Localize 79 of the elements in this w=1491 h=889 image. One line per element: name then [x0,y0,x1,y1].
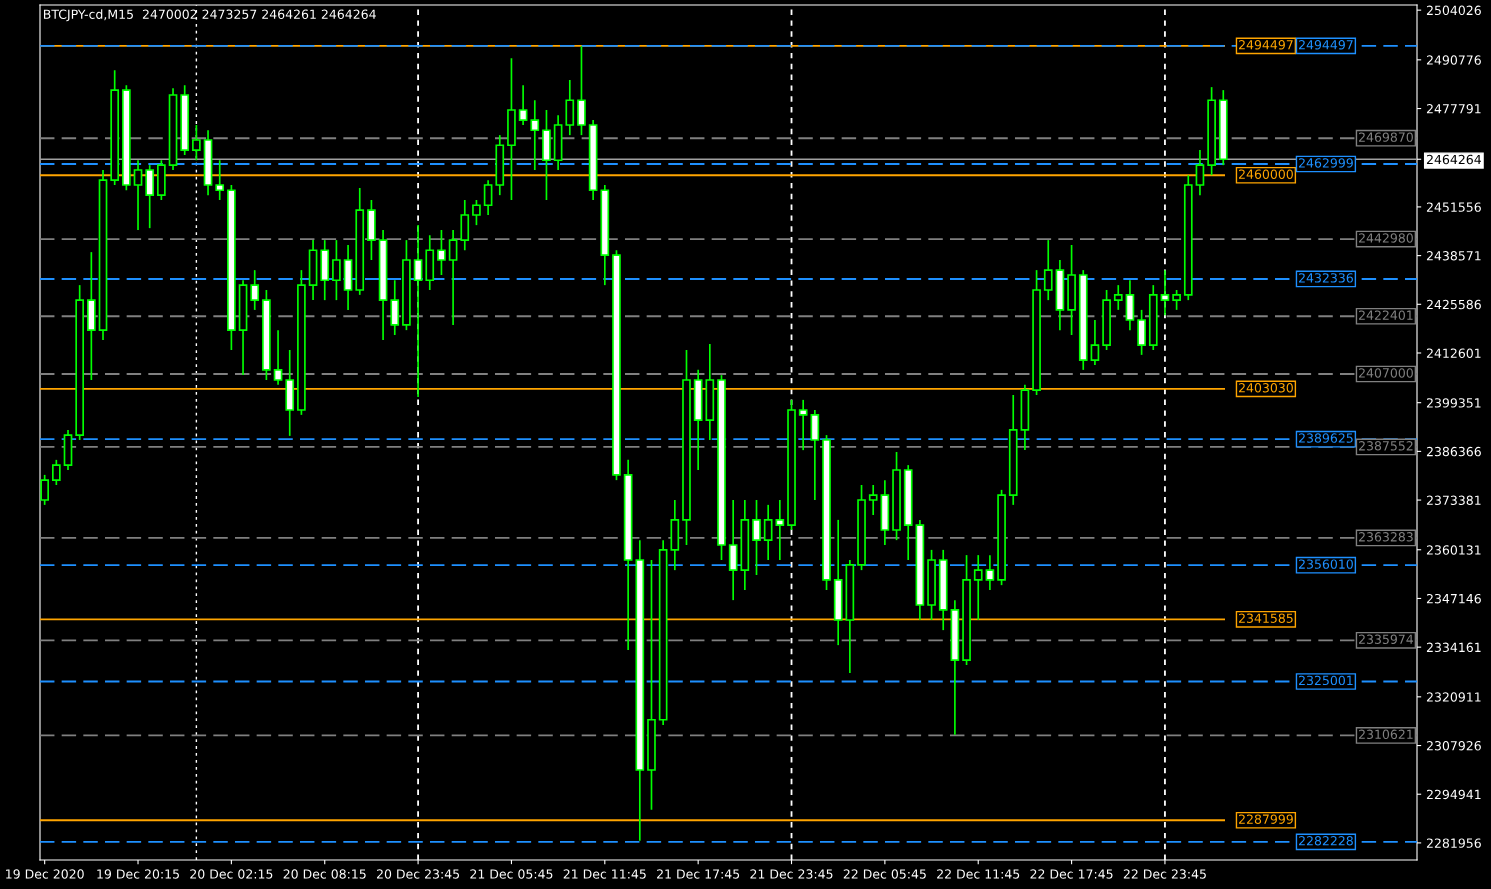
ref-line-label: 2341585 [1239,613,1293,623]
candlestick [273,329,283,386]
ref-line-label: 2403030 [1239,383,1293,393]
candlestick [448,229,458,326]
y-tick-label: 2412601 [1426,348,1481,358]
candlestick [472,199,481,226]
ref-line-label: 2287999 [1239,814,1293,824]
ref-line-label: 2363283 [1359,532,1413,542]
ref-line-label: 2356010 [1299,559,1353,569]
x-tick-label: 22 Dec 17:45 [1030,869,1113,879]
x-tick-label: 21 Dec 11:45 [563,869,646,879]
ref-line-label: 2310621 [1359,729,1413,740]
ref-line-label: 2462999 [1299,158,1353,168]
y-tick-label: 2504026 [1426,5,1481,16]
x-tick-label: 20 Dec 02:15 [190,869,273,879]
x-tick-label: 21 Dec 17:45 [657,869,740,879]
x-tick-label: 20 Dec 08:15 [283,869,366,879]
chart-title: BTCJPY-cd,M15 2470002 2473257 2464261 2464264 [43,9,376,22]
candlestick [1113,284,1123,311]
x-tick-label: 22 Dec 05:45 [843,869,926,879]
x-tick-label: 19 Dec 2020 [6,869,84,879]
y-tick-label: 2373381 [1426,495,1481,505]
y-tick-label: 2477791 [1426,104,1481,114]
y-tick-label: 2320911 [1426,692,1481,702]
candlestick [518,84,528,126]
ref-line-label: 2325001 [1299,675,1353,686]
candlestick [437,229,446,276]
x-tick-label: 22 Dec 11:45 [937,869,1020,879]
ref-line-label: 2494497 [1299,40,1353,50]
y-tick-label: 2281956 [1426,838,1481,848]
ref-line-label: 2494497 [1239,40,1293,50]
x-tick-label: 21 Dec 23:45 [750,869,833,879]
ref-line-label: 2387552 [1359,441,1413,451]
candlestick [215,159,225,201]
y-tick-label: 2307926 [1426,741,1481,751]
y-tick-label: 2490776 [1426,55,1481,65]
candlestick [868,484,878,516]
candlestick [1172,289,1181,311]
ref-line-label: 2432336 [1299,273,1353,283]
candlestick [1195,149,1205,196]
ref-line-label: 2335974 [1359,634,1414,644]
candlestick [763,504,773,561]
ref-line-label: 2422401 [1359,310,1413,320]
candlestick [250,269,260,311]
y-tick-label: 2399351 [1426,398,1481,408]
y-tick-label: 2347146 [1426,593,1481,604]
y-tick-label: 2425586 [1426,299,1481,310]
candlestick [1043,239,1053,301]
x-tick-label: 22 Dec 23:45 [1123,869,1206,879]
y-tick-label: 2438571 [1426,251,1481,261]
ref-line-label: 2389625 [1299,433,1353,443]
x-tick-label: 20 Dec 23:45 [376,869,460,879]
candlestick [52,459,61,486]
candlestick [798,399,808,451]
candlestick [332,239,341,301]
ref-line-label: 2460000 [1239,169,1293,179]
candlestick [40,474,50,506]
candlestick [1090,319,1100,366]
y-tick-label: 2294941 [1426,789,1481,800]
candlestick [973,554,983,621]
candlestick [413,224,423,398]
ref-line-label: 2442980 [1359,233,1413,243]
candlestick [133,159,143,231]
candlestick [775,499,785,561]
candlestick [530,99,540,171]
x-tick-label: 21 Dec 05:45 [470,869,553,879]
candlestick [483,179,493,216]
ref-line-label: 2469870 [1359,132,1413,142]
candlestick [985,554,995,591]
y-tick-label: 2334161 [1426,642,1481,653]
x-tick-label: 19 Dec 20:15 [97,869,179,879]
y-tick-label: 2464264 [1426,154,1481,165]
candlestick [192,124,201,162]
y-tick-label: 2451556 [1426,202,1481,212]
ref-line-label: 2407000 [1359,368,1413,378]
candlestick [752,499,761,576]
ref-line-label: 2282228 [1299,836,1353,846]
y-tick-label: 2360131 [1426,545,1481,555]
y-tick-label: 2386366 [1426,446,1481,457]
